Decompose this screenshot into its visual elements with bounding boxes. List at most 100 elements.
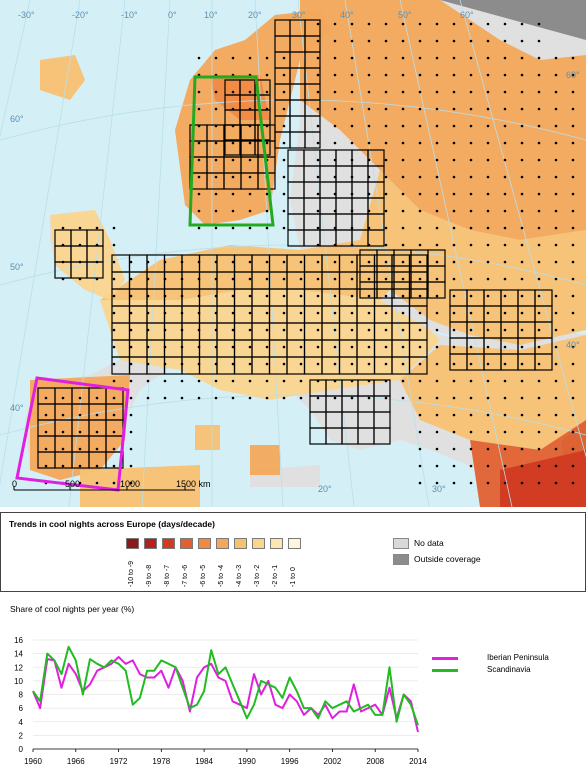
significance-dot — [112, 328, 116, 332]
significance-dot — [401, 396, 405, 400]
significance-dot — [248, 158, 252, 162]
significance-dot — [571, 447, 575, 451]
significance-dot — [316, 107, 320, 111]
lon-label: 0° — [168, 10, 177, 20]
significance-dot — [384, 73, 388, 77]
significance-dot — [503, 158, 507, 162]
significance-dot — [520, 158, 524, 162]
y-tick-label: 10 — [14, 677, 23, 686]
significance-dot — [112, 447, 116, 451]
significance-dot — [486, 294, 490, 298]
significance-dot — [214, 209, 218, 213]
significance-dot — [486, 464, 490, 468]
significance-dot — [537, 464, 541, 468]
significance-dot — [435, 464, 439, 468]
map-panel[interactable]: -30° -20° -10° 0° 10° 20° 30° 40° 50° 60… — [0, 0, 586, 507]
legend-class-label: -3 to -2 — [254, 564, 261, 587]
significance-dot — [333, 56, 337, 60]
significance-dot — [537, 90, 541, 94]
legend-class-label: -9 to -8 — [146, 564, 153, 587]
significance-dot — [214, 141, 218, 145]
significance-dot — [112, 226, 116, 230]
grid-cell — [367, 229, 385, 247]
significance-dot — [384, 362, 388, 366]
significance-dot — [316, 294, 320, 298]
legend-swatch — [252, 538, 265, 549]
significance-dot — [571, 396, 575, 400]
significance-dot — [503, 481, 507, 485]
significance-dot — [265, 328, 269, 332]
significance-dot — [316, 345, 320, 349]
significance-dot — [231, 158, 235, 162]
significance-dot — [282, 260, 286, 264]
significance-dot — [554, 396, 558, 400]
significance-dot — [401, 226, 405, 230]
scale-label: 500 — [65, 479, 81, 489]
significance-dot — [197, 158, 201, 162]
legend-label-iberia: Iberian Peninsula — [487, 653, 549, 662]
significance-dot — [452, 379, 456, 383]
significance-dot — [401, 277, 405, 281]
significance-dot — [486, 277, 490, 281]
significance-dot — [129, 379, 133, 383]
significance-dot — [231, 379, 235, 383]
significance-dot — [469, 39, 473, 43]
significance-dot — [486, 175, 490, 179]
significance-dot — [316, 192, 320, 196]
significance-dot — [469, 22, 473, 26]
significance-dot — [418, 345, 422, 349]
significance-dot — [367, 396, 371, 400]
significance-dot — [418, 260, 422, 264]
significance-dot — [282, 328, 286, 332]
significance-dot — [469, 124, 473, 128]
legend-title: Trends in cool nights across Europe (day… — [9, 519, 215, 529]
significance-dot — [282, 294, 286, 298]
significance-dot — [554, 430, 558, 434]
significance-dot — [469, 73, 473, 77]
significance-dot — [486, 379, 490, 383]
significance-dot — [537, 141, 541, 145]
significance-dot — [435, 430, 439, 434]
significance-dot — [367, 294, 371, 298]
significance-dot — [384, 226, 388, 230]
significance-dot — [435, 73, 439, 77]
significance-dot — [452, 396, 456, 400]
significance-dot — [282, 345, 286, 349]
significance-dot — [537, 22, 541, 26]
significance-dot — [231, 277, 235, 281]
significance-dot — [282, 311, 286, 315]
significance-dot — [214, 379, 218, 383]
significance-dot — [537, 226, 541, 230]
significance-dot — [503, 124, 507, 128]
significance-dot — [265, 192, 269, 196]
significance-dot — [282, 277, 286, 281]
significance-dot — [486, 90, 490, 94]
significance-dot — [129, 430, 133, 434]
significance-dot — [112, 311, 116, 315]
significance-dot — [452, 277, 456, 281]
significance-dot — [401, 243, 405, 247]
significance-dot — [401, 294, 405, 298]
significance-dot — [231, 260, 235, 264]
chart-axes: 0 2 4 6 8 10 12 14 16 1960 1966 1972 1978 1984 1990 199… — [14, 636, 427, 766]
significance-dot — [418, 107, 422, 111]
grid-cells — [37, 19, 553, 469]
europe-trend-map[interactable] — [0, 0, 586, 507]
latitude-line — [0, 244, 586, 286]
significance-dot — [435, 56, 439, 60]
significance-dot — [435, 226, 439, 230]
significance-dot — [129, 277, 133, 281]
significance-dot — [554, 311, 558, 315]
significance-dot — [384, 277, 388, 281]
trend-fill — [300, 0, 586, 240]
significance-dot — [78, 226, 82, 230]
significance-dot — [469, 328, 473, 332]
lat-label: 40° — [566, 340, 580, 350]
significance-dot — [231, 396, 235, 400]
significance-dot — [401, 56, 405, 60]
significance-dot — [401, 22, 405, 26]
significance-dot — [554, 294, 558, 298]
significance-dot — [401, 362, 405, 366]
significance-dot — [452, 56, 456, 60]
significance-dot — [367, 311, 371, 315]
